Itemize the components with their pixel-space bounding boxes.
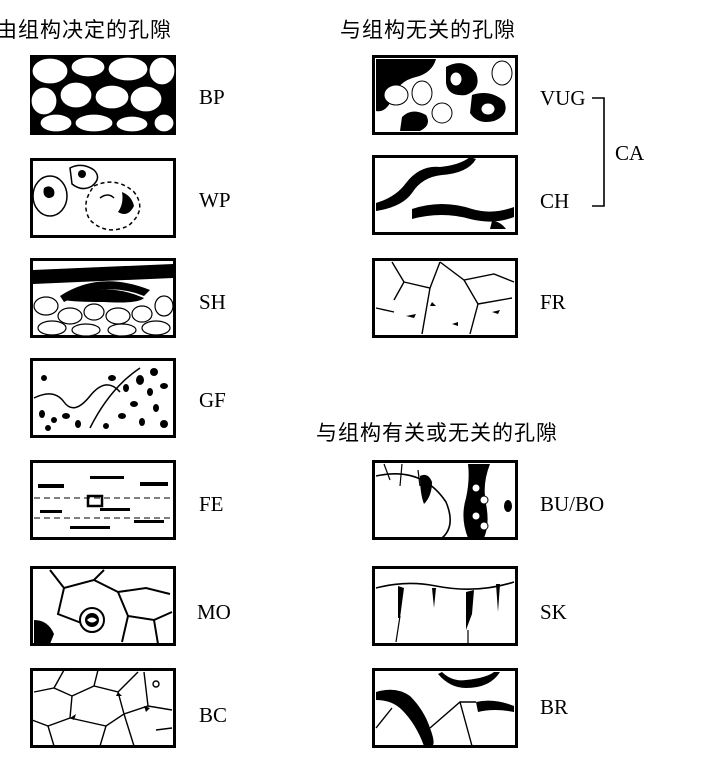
label-br: BR (540, 695, 569, 719)
label-mo: MO (197, 600, 231, 624)
label-sk: SK (540, 600, 567, 624)
moldic-pore-icon (30, 566, 176, 646)
panel-wp (30, 158, 176, 238)
label-gf: GF (199, 388, 226, 412)
fracture-pore-icon (372, 258, 518, 338)
heading-texture-or-not: 与组构有关或无关的孔隙 (316, 421, 558, 445)
panel-bu-bo (372, 460, 518, 540)
panel-bc (30, 668, 176, 748)
burrow-boring-pore-icon (372, 460, 518, 540)
label-ca: CA (615, 141, 645, 165)
panel-fr (372, 258, 518, 338)
intraparticle-pore-icon (30, 158, 176, 238)
panel-vug (372, 55, 518, 135)
label-sh: SH (199, 290, 226, 314)
cavern-group-bracket (592, 97, 605, 207)
breccia-pore-icon (372, 668, 518, 748)
label-bu-bo: BU/BO (540, 492, 605, 516)
panel-sk (372, 566, 518, 646)
fenestral-pore-icon (30, 460, 176, 540)
label-fr: FR (540, 290, 566, 314)
growth-framework-pore-icon (30, 358, 176, 438)
panel-fe (30, 460, 176, 540)
panel-gf (30, 358, 176, 438)
panel-sh (30, 258, 176, 338)
shelter-pore-icon (30, 258, 176, 338)
intercrystal-pore-icon (30, 668, 176, 748)
heading-texture-controlled: 由组构决定的孔隙 (0, 18, 172, 42)
channel-pore-icon (372, 155, 518, 235)
vug-pore-icon (372, 55, 518, 135)
panel-bp (30, 55, 176, 135)
interparticle-pore-icon (30, 55, 176, 135)
panel-ch (372, 155, 518, 235)
label-bp: BP (199, 85, 225, 109)
panel-br (372, 668, 518, 748)
label-ch: CH (540, 189, 570, 213)
label-fe: FE (199, 492, 224, 516)
label-vug: VUG (540, 86, 586, 110)
label-wp: WP (199, 188, 231, 212)
panel-mo (30, 566, 176, 646)
shrinkage-pore-icon (372, 566, 518, 646)
heading-not-texture-controlled: 与组构无关的孔隙 (340, 18, 516, 42)
label-bc: BC (199, 703, 228, 727)
